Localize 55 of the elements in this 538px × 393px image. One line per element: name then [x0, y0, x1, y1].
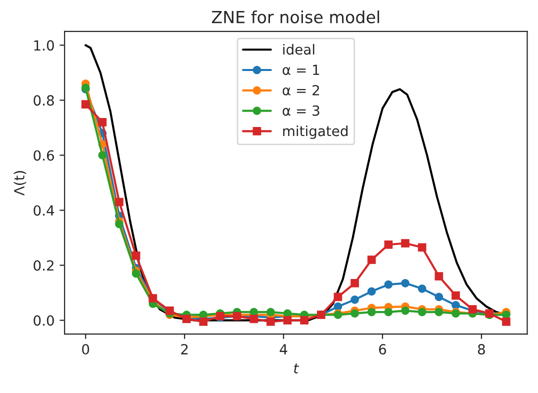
legend-label: α = 2 [282, 84, 319, 96]
point [350, 278, 359, 288]
point [367, 287, 376, 296]
point [452, 300, 460, 310]
x-tick-label: 2 [181, 344, 188, 354]
point [334, 302, 342, 311]
point [283, 316, 292, 324]
point [434, 272, 444, 280]
y-tick-label: 0.4 [34, 205, 54, 216]
point [401, 239, 410, 248]
point [367, 308, 376, 316]
chart-title: ZNE for noise model [212, 10, 380, 24]
point [250, 314, 258, 324]
point [367, 256, 376, 264]
point [418, 284, 426, 293]
x-tick-label: 8 [478, 344, 485, 355]
point [401, 306, 410, 315]
point [81, 100, 90, 109]
point [132, 269, 140, 278]
legend-label: ideal [283, 44, 314, 55]
point [199, 318, 208, 326]
point [418, 308, 426, 316]
point [418, 243, 426, 252]
point [98, 118, 107, 126]
x-tick-label: 0 [82, 344, 90, 355]
point [266, 318, 275, 326]
point [350, 295, 359, 304]
point [434, 308, 444, 316]
point [502, 318, 510, 326]
point [334, 292, 342, 302]
y-tick-label: 0.0 [34, 315, 54, 326]
legend-label: α = 3 [282, 105, 320, 116]
x-axis-title: t [294, 364, 300, 374]
y-tick-label: 1.0 [34, 40, 54, 51]
x-tick-label: 4 [280, 344, 288, 354]
y-tick-label: 0.6 [34, 150, 54, 161]
y-tick-label: 0.2 [34, 260, 54, 271]
point [266, 308, 275, 316]
point [132, 251, 140, 260]
y-axis-title: Λ(t) [14, 171, 26, 196]
y-tick-label: 0.8 [34, 95, 54, 106]
point [300, 316, 308, 324]
point [452, 291, 460, 300]
point [115, 220, 124, 228]
legend-label: α = 1 [282, 64, 320, 76]
point [384, 240, 393, 249]
point [350, 309, 359, 318]
point [98, 151, 107, 160]
point [115, 198, 124, 206]
point [384, 280, 393, 289]
point [434, 292, 444, 302]
point [384, 308, 393, 316]
x-tick-label: 6 [379, 344, 386, 355]
point [401, 278, 410, 288]
legend-label: mitigated [283, 125, 348, 139]
